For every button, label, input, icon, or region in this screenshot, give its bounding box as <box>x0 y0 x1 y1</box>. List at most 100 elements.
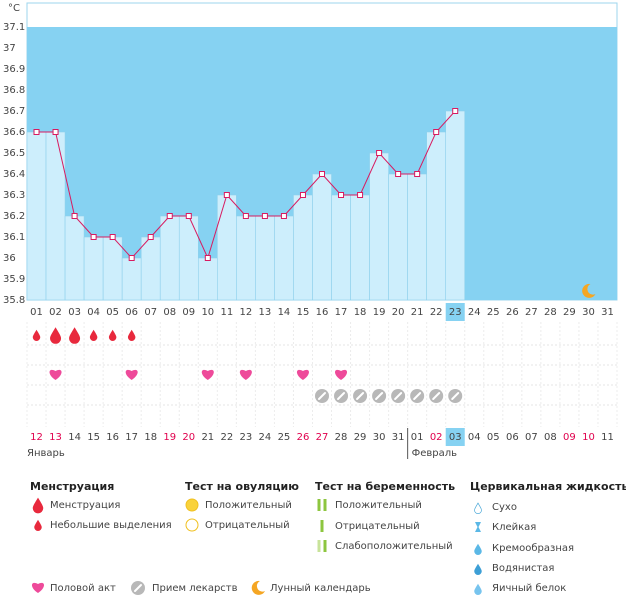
x-tick-label: 20 <box>392 307 405 318</box>
bar <box>26 131 47 301</box>
x-tick-label: 27 <box>525 307 538 318</box>
point <box>71 213 78 219</box>
sex-icon <box>201 369 214 380</box>
y-tick-label: 36.7 <box>3 106 25 117</box>
calendar-date: 07 <box>525 432 538 443</box>
bar <box>217 194 237 301</box>
x-tick-label: 16 <box>316 307 329 318</box>
calendar-date: 21 <box>201 432 214 443</box>
x-tick-label: 23 <box>449 307 462 318</box>
legend-icon <box>317 540 321 552</box>
y-tick-label: 37 <box>3 43 16 54</box>
x-tick-label: 15 <box>297 307 310 318</box>
calendar-date: 17 <box>125 432 138 443</box>
bar <box>236 215 256 301</box>
point <box>261 213 268 219</box>
legend-icon <box>323 540 327 552</box>
legend-item: Яичный белок <box>492 583 566 594</box>
point <box>204 255 211 261</box>
point <box>357 192 364 198</box>
x-tick-label: 04 <box>87 307 100 318</box>
bar <box>64 215 85 301</box>
calendar-date: 26 <box>297 432 310 443</box>
bar <box>274 215 294 301</box>
calendar-date: 18 <box>144 432 157 443</box>
y-tick-label: 36.4 <box>3 169 25 180</box>
pill-slash <box>337 392 346 400</box>
calendar-date: 20 <box>182 432 195 443</box>
sex-icon <box>239 369 252 380</box>
legend-icon <box>317 499 321 511</box>
point <box>433 129 440 135</box>
meds-icon <box>372 389 387 403</box>
point <box>90 234 97 240</box>
bleeding-icon <box>32 329 41 341</box>
point <box>52 129 59 135</box>
pill-slash <box>318 392 326 400</box>
calendar-date: 29 <box>354 432 367 443</box>
legend-icon <box>34 519 42 531</box>
x-tick-label: 05 <box>106 307 119 318</box>
bar <box>369 152 389 301</box>
pill-slash <box>432 392 441 400</box>
bar <box>388 173 408 301</box>
x-tick-label: 07 <box>144 307 157 318</box>
point <box>33 129 40 135</box>
y-tick-label: 36 <box>3 253 16 264</box>
meds-icon <box>391 389 406 403</box>
meds-icon <box>410 389 425 403</box>
x-tick-label: 11 <box>220 307 233 318</box>
x-tick-label: 08 <box>163 307 176 318</box>
calendar-date: 19 <box>163 432 176 443</box>
pill-slash <box>413 392 422 400</box>
bleeding-icon <box>89 329 98 341</box>
legend-item: Водянистая <box>492 563 554 574</box>
point <box>128 255 135 261</box>
bar <box>121 257 142 301</box>
bar <box>350 194 370 301</box>
calendar-date: 11 <box>601 432 614 443</box>
x-tick-label: 02 <box>49 307 62 318</box>
legend-icon <box>475 522 481 532</box>
highlight-box <box>445 428 465 446</box>
sex-icon <box>296 369 309 380</box>
point <box>319 171 325 177</box>
legend-icon <box>185 498 199 512</box>
calendar-date: 09 <box>563 432 576 443</box>
calendar-date: 22 <box>220 432 233 443</box>
legend-heading: Цервикальная жидкость <box>470 480 626 493</box>
legend-item: Кремообразная <box>492 543 574 554</box>
legend-heading: Тест на беременность <box>315 480 455 493</box>
point <box>280 213 287 219</box>
calendar-date: 30 <box>373 432 386 443</box>
meds-icon <box>353 389 368 403</box>
x-tick-label: 21 <box>411 307 424 318</box>
x-tick-label: 17 <box>335 307 348 318</box>
calendar-date: 14 <box>68 432 81 443</box>
bar <box>293 194 313 301</box>
meds-icon <box>334 389 349 403</box>
calendar-date: 16 <box>106 432 119 443</box>
meds-icon <box>429 389 444 403</box>
bar <box>83 236 104 301</box>
x-tick-label: 31 <box>601 307 614 318</box>
pill-slash <box>356 392 365 400</box>
point <box>223 192 230 198</box>
pill-slash <box>375 392 384 400</box>
calendar-date: 15 <box>87 432 100 443</box>
legend-item: Сухо <box>492 502 517 513</box>
y-tick-label: 36.5 <box>3 148 25 159</box>
point <box>414 171 421 177</box>
point <box>147 234 154 240</box>
legend-heading: Тест на овуляцию <box>185 480 299 493</box>
legend-item: Небольшие выделения <box>50 520 172 531</box>
bar <box>45 131 66 301</box>
pill-slash <box>451 392 460 400</box>
point <box>452 108 459 114</box>
meds-icon <box>448 389 463 403</box>
legend-icon <box>31 582 45 593</box>
bar <box>178 215 199 301</box>
legend-item: Положительный <box>335 500 422 511</box>
x-tick-label: 14 <box>278 307 291 318</box>
calendar-date: 02 <box>430 432 443 443</box>
